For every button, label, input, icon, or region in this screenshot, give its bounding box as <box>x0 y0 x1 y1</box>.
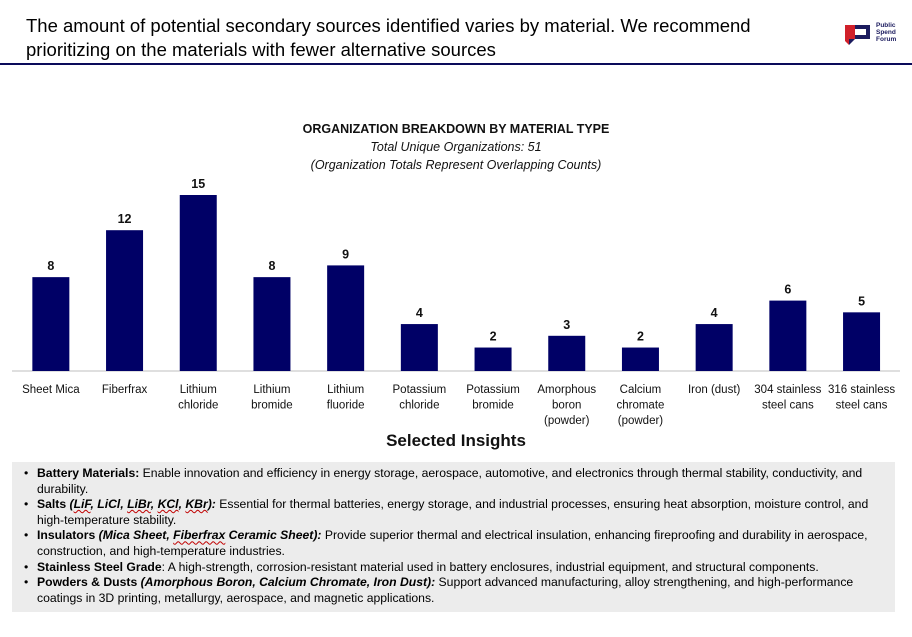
insight-heading-detail: (Amorphous Boron, Calcium Chromate, Iron… <box>140 575 436 590</box>
bar-7 <box>548 335 586 371</box>
category-label-3: Lithium bromide <box>251 384 293 412</box>
category-label-2: Lithium chloride <box>178 384 218 412</box>
bar-4 <box>327 265 365 371</box>
bar-0 <box>32 277 70 371</box>
data-label-1: 12 <box>118 212 132 226</box>
logo-wordmark: Public Spend Forum <box>876 22 897 43</box>
data-label-9: 4 <box>711 306 718 320</box>
category-label-11: 316 stainless steel cans <box>828 384 895 412</box>
bar-9 <box>695 324 733 371</box>
insights-list: Battery Materials: Enable innovation and… <box>12 462 895 606</box>
insight-heading: Stainless Steel Grade <box>37 559 162 574</box>
header-divider <box>0 63 912 65</box>
chart-subtitle: Total Unique Organizations: 51 <box>370 140 542 154</box>
category-label-0: Sheet Mica <box>22 384 80 396</box>
category-label-6: Potassium bromide <box>466 384 520 412</box>
insight-heading: Powders & Dusts <box>37 575 138 590</box>
bar-1 <box>106 230 144 371</box>
chart-title: ORGANIZATION BREAKDOWN BY MATERIAL TYPE <box>302 122 610 136</box>
psf-logo-icon <box>845 25 870 45</box>
data-label-2: 15 <box>191 177 205 191</box>
category-label-9: Iron (dust) <box>688 384 741 396</box>
data-label-4: 9 <box>342 247 349 261</box>
data-label-7: 3 <box>563 318 570 332</box>
insight-text: Enable innovation and efficiency in ener… <box>37 466 863 496</box>
category-label-1: Fiberfrax <box>102 384 148 396</box>
data-label-0: 8 <box>47 259 54 273</box>
insight-text: Support advanced manufacturing, alloy st… <box>37 575 854 605</box>
bar-2 <box>179 195 217 371</box>
category-label-10: 304 stainless steel cans <box>754 384 821 412</box>
bar-6 <box>474 347 512 371</box>
data-label-6: 2 <box>490 330 497 344</box>
category-label-8: Calcium chromate (powder) <box>616 384 664 427</box>
data-label-3: 8 <box>268 259 275 273</box>
bar-8 <box>621 347 659 371</box>
insight-item: Battery Materials: Enable innovation and… <box>24 466 885 497</box>
insight-heading: Insulators <box>37 528 96 543</box>
insight-text: Provide superior thermal and electrical … <box>37 528 868 558</box>
category-label-4: Lithium fluoride <box>327 384 365 412</box>
category-label-5: Potassium chloride <box>393 384 447 412</box>
data-label-10: 6 <box>784 283 791 297</box>
insight-text: Essential for thermal batteries, energy … <box>37 497 869 527</box>
bar-3 <box>253 277 291 371</box>
insight-item: Powders & Dusts (Amorphous Boron, Calciu… <box>24 575 885 606</box>
category-label-7: Amorphous boron (powder) <box>537 384 596 427</box>
data-label-5: 4 <box>416 306 423 320</box>
insight-heading-detail: (Mica Sheet, Fiberfrax Ceramic Sheet): <box>98 528 322 543</box>
chart-subtitle-note: (Organization Totals Represent Overlappi… <box>310 158 602 172</box>
bar-11 <box>843 312 881 371</box>
insights-title: Selected Insights <box>386 431 526 450</box>
insight-heading-detail: (LiF, LiCl, LiBr, KCl, KBr): <box>69 497 216 512</box>
insight-heading: Battery Materials: <box>37 466 140 480</box>
insight-item: Stainless Steel Grade: A high-strength, … <box>24 560 885 576</box>
data-label-8: 2 <box>637 330 644 344</box>
insights-panel: Battery Materials: Enable innovation and… <box>12 462 895 612</box>
insight-text: : A high-strength, corrosion-resistant m… <box>161 559 819 574</box>
data-label-11: 5 <box>858 294 865 308</box>
psf-logo: Public Spend Forum <box>843 22 903 48</box>
insight-item: Insulators (Mica Sheet, Fiberfrax Cerami… <box>24 528 885 559</box>
bar-chart: 8 Sheet Mica 12 Fiberfrax 15 Lithium chloride 8… <box>12 177 900 427</box>
bar-5 <box>400 324 438 371</box>
page-headline: The amount of potential secondary source… <box>26 15 751 60</box>
insight-heading: Salts <box>37 497 67 512</box>
insight-item: Salts (LiF, LiCl, LiBr, KCl, KBr): Essen… <box>24 497 885 528</box>
bar-10 <box>769 300 807 371</box>
